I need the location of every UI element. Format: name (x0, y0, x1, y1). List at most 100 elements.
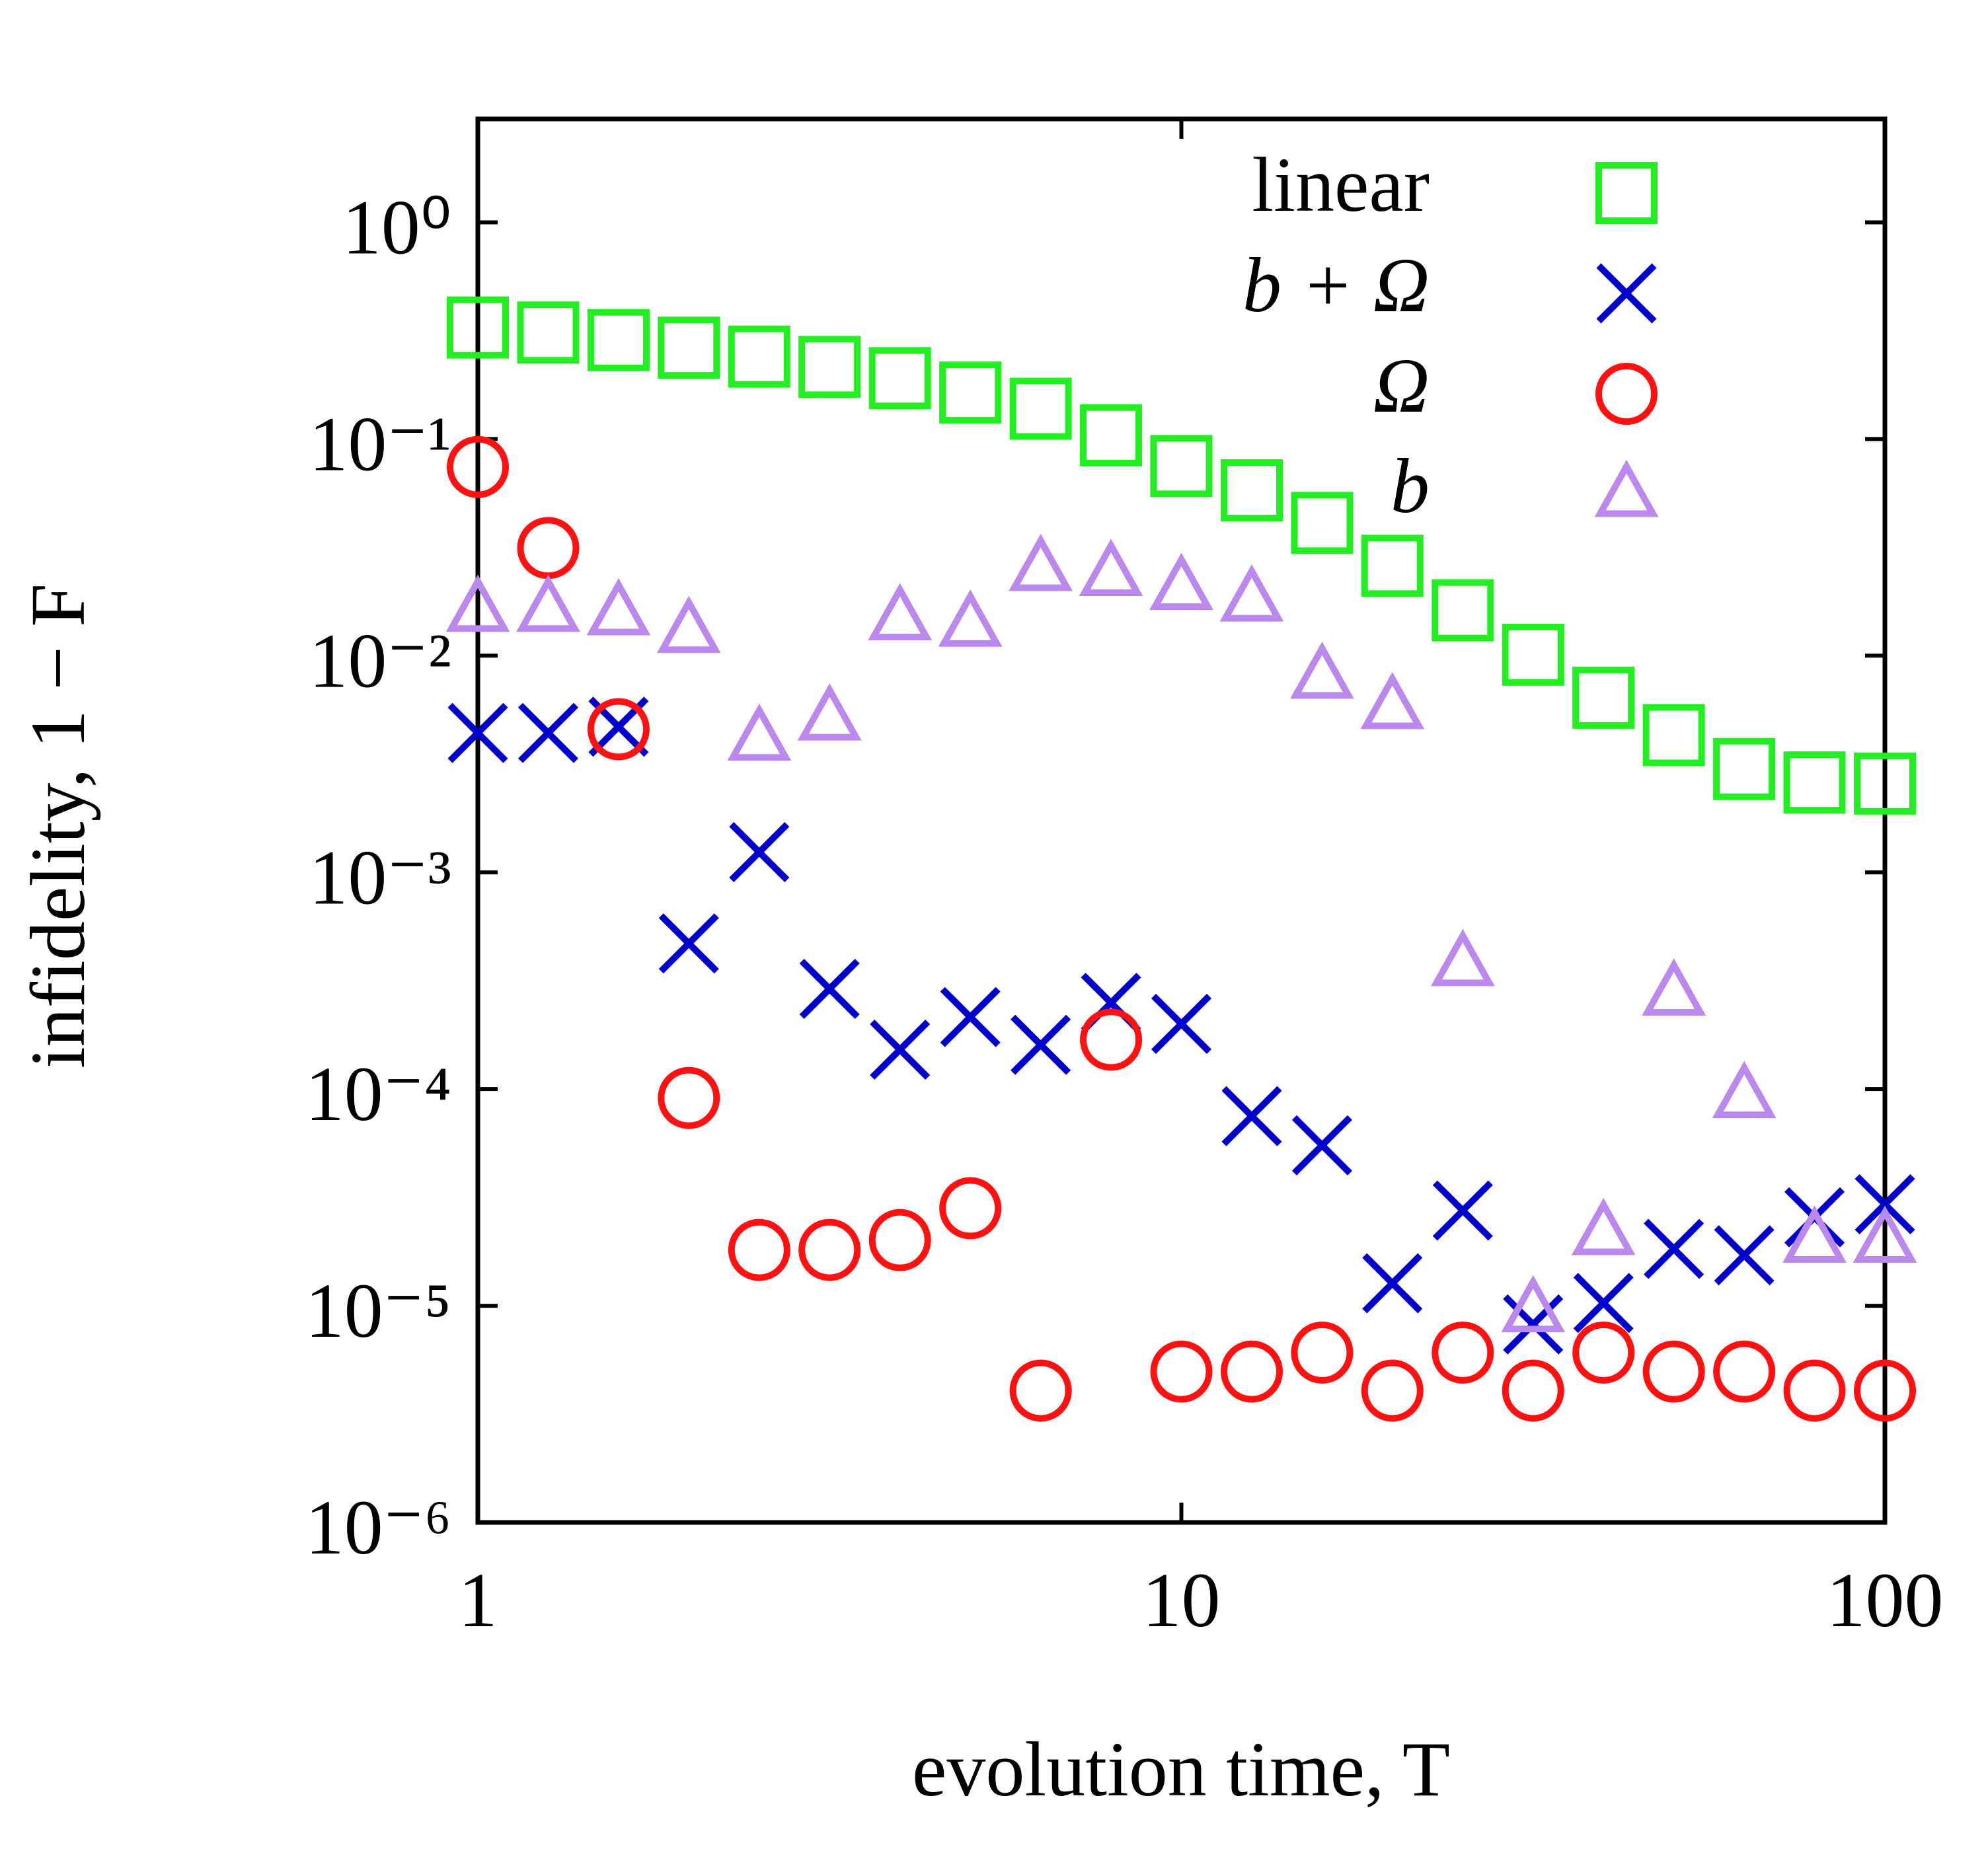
y-axis-label: infidelity, 1 − F (15, 583, 101, 1068)
square-marker (1572, 666, 1635, 729)
y-tick-label: 10⁻⁶ (305, 1484, 451, 1571)
legend-marker (1595, 363, 1658, 425)
circle-marker (1502, 1359, 1564, 1422)
cross-marker (1362, 1253, 1423, 1314)
triangle-marker (1149, 552, 1213, 611)
x-tick-label: 100 (1827, 1557, 1944, 1643)
triangle-marker (1642, 958, 1706, 1016)
circle-marker (1220, 1340, 1283, 1403)
triangle-marker (1782, 1205, 1847, 1263)
circle-marker (587, 698, 650, 761)
circle-marker (1854, 1359, 1916, 1422)
circle-marker (939, 1177, 1002, 1240)
triangle-marker (797, 683, 862, 741)
y-tick-label: 10⁻¹ (309, 400, 451, 487)
circle-marker (1572, 1321, 1635, 1384)
square-marker (1220, 459, 1283, 521)
cross-marker (1291, 1115, 1352, 1176)
triangle-marker (1501, 1275, 1566, 1333)
cross-marker (1644, 1218, 1704, 1279)
triangle-marker (1290, 641, 1354, 699)
circle-marker (798, 1218, 861, 1281)
circle-marker (1361, 1359, 1424, 1422)
square-marker (1783, 751, 1846, 814)
triangle-marker (938, 589, 1003, 647)
triangle-marker (727, 703, 792, 761)
cross-marker (1854, 1174, 1915, 1235)
cross-marker (1432, 1180, 1493, 1241)
cross-marker (799, 958, 860, 1020)
legend-label: b + Ω (1242, 242, 1430, 328)
cross-marker (1573, 1273, 1634, 1333)
cross-marker (1011, 1014, 1071, 1075)
square-marker (1854, 752, 1916, 815)
square-marker (1361, 535, 1424, 597)
square-marker (1150, 435, 1213, 498)
legend-marker (1594, 459, 1659, 517)
triangle-marker (445, 574, 510, 632)
cross-marker (870, 1019, 931, 1080)
triangle-marker (1219, 564, 1284, 622)
triangle-marker (516, 574, 580, 632)
square-marker (447, 296, 509, 359)
x-axis-label: evolution time, T (912, 1726, 1450, 1813)
square-marker (1502, 623, 1564, 686)
square-marker (587, 309, 650, 371)
legend-label: Ω (1373, 342, 1430, 429)
cross-marker (1503, 1294, 1564, 1355)
square-marker (1432, 579, 1494, 642)
triangle-marker (1853, 1205, 1917, 1263)
square-marker (1713, 737, 1776, 800)
triangle-marker (656, 595, 721, 654)
cross-marker (517, 702, 579, 763)
cross-marker (1221, 1086, 1282, 1146)
cross-marker (940, 987, 1001, 1047)
legend-label: linear (1252, 141, 1430, 228)
x-tick-label: 10 (1143, 1557, 1221, 1643)
cross-marker (1714, 1225, 1775, 1286)
cross-marker (447, 702, 508, 763)
triangle-marker (1009, 533, 1073, 591)
square-marker (517, 301, 580, 364)
cross-marker (1151, 993, 1212, 1054)
cross-marker (729, 822, 790, 883)
triangle-marker (868, 583, 933, 640)
triangle-marker (1571, 1197, 1636, 1255)
circle-marker (1432, 1321, 1494, 1384)
plot-frame (475, 116, 1888, 1525)
circle-marker (1642, 1340, 1705, 1403)
triangle-marker (1430, 928, 1495, 987)
triangle-marker (1360, 671, 1425, 730)
triangle-marker (1079, 539, 1143, 597)
y-tick-label: 10⁻³ (309, 834, 451, 920)
square-marker (658, 317, 720, 379)
square-marker (1080, 404, 1143, 467)
square-marker (728, 325, 790, 388)
circle-marker (1783, 1359, 1846, 1422)
circle-marker (1291, 1321, 1354, 1384)
circle-marker (868, 1209, 931, 1271)
circle-marker (728, 1218, 790, 1281)
square-marker (939, 361, 1002, 424)
circle-marker (517, 517, 580, 580)
triangle-marker (1712, 1061, 1777, 1119)
circle-marker (447, 435, 509, 498)
y-tick-label: 10⁻² (309, 617, 451, 704)
y-tick-label: 10⁻⁴ (305, 1051, 451, 1137)
circle-marker (1150, 1340, 1213, 1403)
legend-marker (1595, 162, 1658, 224)
legend-label: b (1391, 443, 1430, 529)
square-marker (868, 347, 931, 410)
triangle-marker (586, 578, 651, 636)
circle-marker (658, 1067, 720, 1129)
square-marker (1009, 377, 1072, 440)
square-marker (1642, 704, 1705, 767)
y-tick-label: 10⁻⁵ (305, 1267, 451, 1354)
legend-marker (1596, 263, 1657, 324)
circle-marker (1713, 1340, 1776, 1403)
cross-marker (658, 913, 719, 974)
square-marker (1291, 492, 1354, 554)
circle-marker (1080, 1008, 1143, 1071)
square-marker (798, 336, 861, 398)
